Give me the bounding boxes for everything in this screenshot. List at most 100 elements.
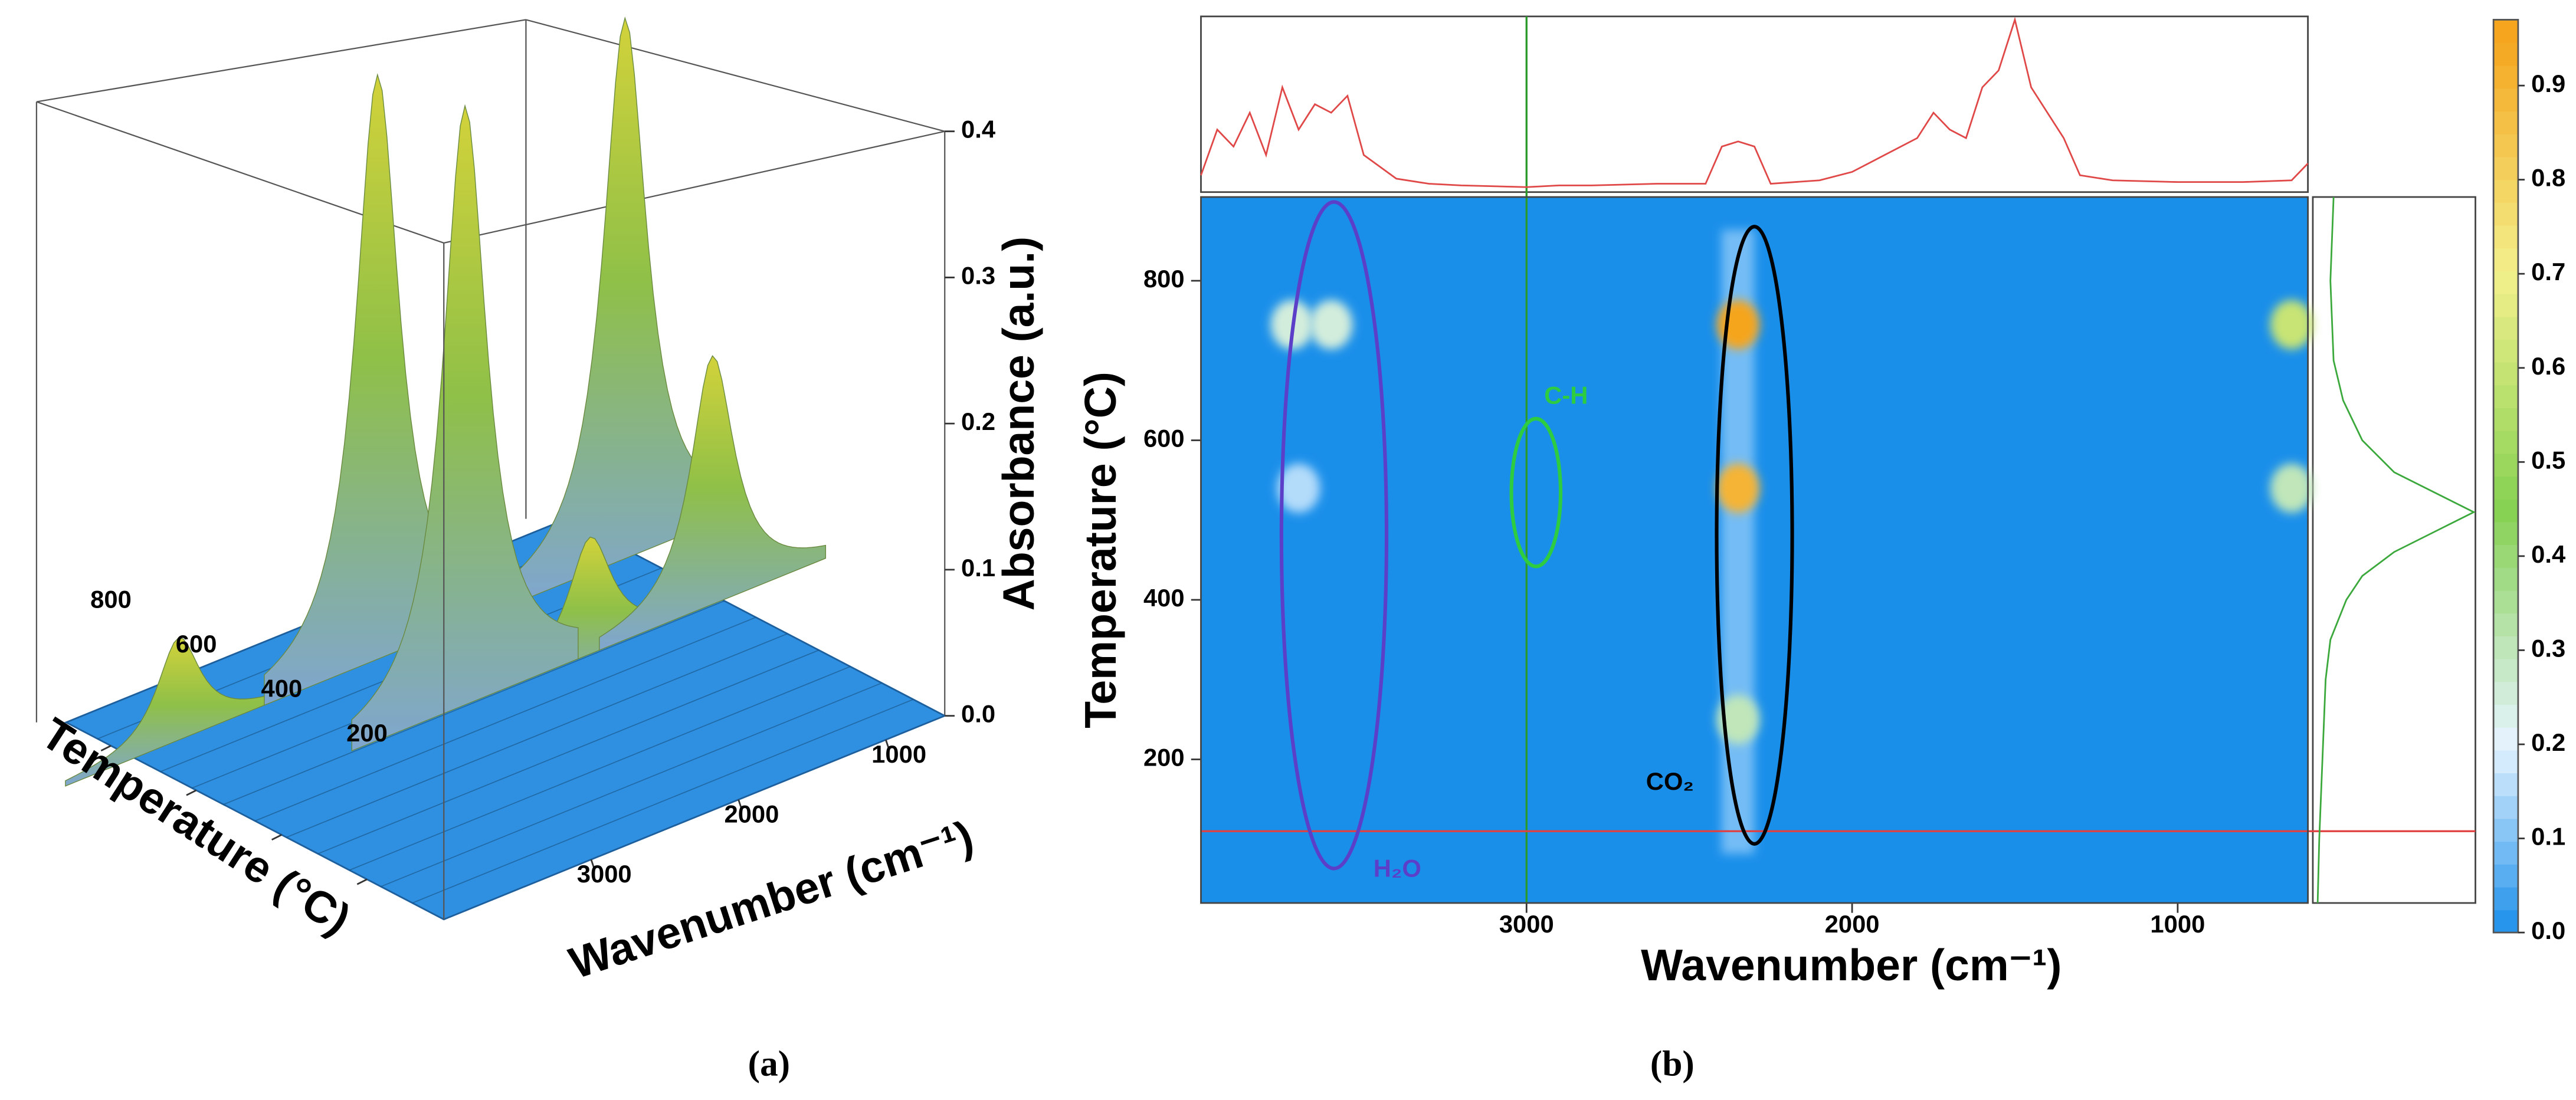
colorbar-step	[2493, 271, 2518, 294]
colorbar-step	[2493, 156, 2518, 180]
tick-mark	[356, 878, 368, 885]
x-tick-label: 2000	[724, 800, 779, 828]
absorbance-peak	[599, 355, 827, 651]
colorbar-step	[2493, 453, 2518, 477]
annotation: H₂O	[1374, 854, 1421, 882]
z-tick-label: 0.4	[961, 116, 995, 143]
ch-ellipse	[1509, 416, 1563, 569]
y-tick-label: 200	[346, 719, 388, 747]
y-tick-label: 800	[90, 585, 132, 613]
tick-mark	[885, 739, 890, 750]
colorbar-step	[2493, 681, 2518, 705]
colorbar-tick-label: 0.2	[2531, 728, 2565, 756]
colorbar-step	[2493, 544, 2518, 568]
hotspot	[1310, 300, 1353, 350]
spectrum-frame	[1200, 15, 2309, 193]
absorbance-peak	[65, 637, 293, 787]
y-tick-label: 600	[1143, 425, 1185, 452]
colorbar-step	[2493, 65, 2518, 89]
colorbar-tick-label: 0.8	[2531, 164, 2565, 192]
surface-ridge	[223, 600, 725, 805]
z-tick-label: 0.2	[961, 408, 995, 435]
colorbar-step	[2493, 19, 2518, 43]
colorbar-step	[2493, 590, 2518, 614]
colorbar-tick-label: 0.4	[2531, 540, 2565, 568]
colorbar-frame	[2492, 19, 2519, 934]
colorbar-step	[2493, 88, 2518, 112]
z-tick-label: 0.0	[961, 700, 995, 728]
x-tick-label: 3000	[577, 860, 632, 888]
profile-frame	[2312, 196, 2476, 904]
y-tick-label: 800	[1143, 265, 1185, 293]
absorbance-peak	[351, 104, 579, 752]
profile-line	[2316, 196, 2476, 904]
colorbar-step	[2493, 658, 2518, 682]
colorbar-step	[2493, 727, 2518, 751]
hotspot	[2270, 463, 2313, 513]
surface-plot: 200 400 600 800 1000 2000 3000 0.0 0.1 0.2 0.3 0.4	[64, 16, 995, 921]
colorbar-step	[2493, 773, 2518, 796]
tick-mark	[738, 799, 743, 810]
colorbar-step	[2493, 841, 2518, 865]
heatmap-plot: 3000 2000 1000 200 400 600 800 0.0 0.1 0.2 0.3 0.4 0…	[1143, 16, 2565, 944]
heatmap-frame	[1200, 196, 2309, 904]
box-frame	[35, 19, 946, 723]
colorbar-tick-label: 0.3	[2531, 634, 2565, 662]
h2o-ellipse	[1279, 200, 1389, 871]
colorbar-step	[2493, 909, 2518, 933]
surface-ridge	[286, 633, 788, 838]
axis-title: Temperature (°C)	[1076, 372, 1125, 728]
axis-title: Absorbance (a.u.)	[994, 237, 1043, 611]
z-tick-label: 0.1	[961, 554, 995, 582]
tick-mark	[271, 834, 282, 840]
tick-mark	[186, 789, 197, 796]
annotation: C-H	[1544, 382, 1588, 409]
colorbar-tick-label: 0.1	[2531, 823, 2565, 851]
colorbar-step	[2493, 293, 2518, 317]
colorbar-step	[2493, 339, 2518, 363]
hotspot	[1277, 463, 1320, 513]
x-tick-label: 3000	[1499, 910, 1554, 938]
colorbar-tick-label: 0.0	[2531, 917, 2565, 944]
surface-ridge	[349, 666, 851, 871]
colorbar-step	[2493, 42, 2518, 66]
colorbar-step	[2493, 886, 2518, 911]
surface-ridge	[317, 649, 820, 855]
colorbar-step	[2493, 704, 2518, 728]
colorbar-step	[2493, 362, 2518, 386]
z-tick-label: 0.3	[961, 261, 995, 289]
colorbar-tick-label: 0.9	[2531, 70, 2565, 97]
colorbar-step	[2493, 498, 2518, 523]
caption: (a)	[748, 1043, 790, 1083]
colorbar-step	[2493, 476, 2518, 500]
colorbar-step	[2493, 521, 2518, 546]
surface-ridge	[254, 616, 756, 822]
annotation-shapes	[1279, 200, 1794, 871]
colorbar-step	[2493, 818, 2518, 842]
axis-title: Wavenumber (cm⁻¹)	[1641, 940, 2062, 990]
y-tick-label: 400	[1143, 584, 1185, 612]
y-tick-label: 200	[1143, 744, 1185, 771]
colorbar-step	[2493, 636, 2518, 659]
colorbar-step	[2493, 111, 2518, 134]
colorbar-step	[2493, 225, 2518, 249]
colorbar-step	[2493, 863, 2518, 888]
colorbar-step	[2493, 430, 2518, 454]
colorbar-step	[2493, 202, 2518, 226]
colorbar-step	[2493, 613, 2518, 636]
colorbar-tick-label: 0.5	[2531, 446, 2565, 474]
x-tick-label: 1000	[2150, 910, 2205, 938]
colorbar-tick-label: 0.6	[2531, 352, 2565, 380]
annotation: CO₂	[1646, 767, 1694, 795]
colorbar-step	[2493, 133, 2518, 157]
colorbar-step	[2493, 248, 2518, 271]
hotspot	[1716, 695, 1760, 744]
colorbar-step	[2493, 408, 2518, 431]
spectrum-line	[1200, 17, 2309, 188]
surface-ridge	[412, 699, 914, 904]
tick-mark	[100, 745, 112, 752]
colorbar-step	[2493, 567, 2518, 591]
surface-ridge	[381, 682, 882, 887]
hotspot	[2270, 300, 2313, 350]
